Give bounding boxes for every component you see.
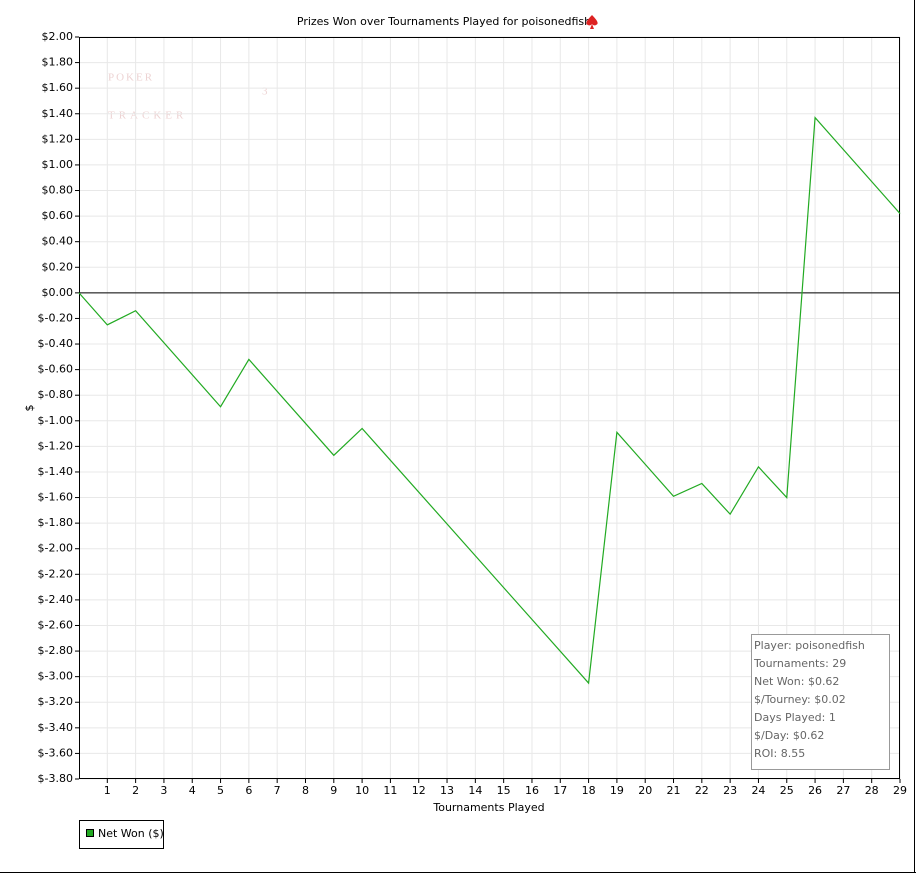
watermark: 3: [262, 86, 268, 98]
x-tick-label: 10: [355, 784, 369, 797]
stats-line: $/Tourney: $0.02: [754, 693, 846, 706]
legend-swatch: [86, 829, 94, 837]
stats-line: Tournaments: 29: [753, 657, 846, 670]
y-axis-label: $: [23, 405, 36, 412]
watermark: TRACKER: [108, 110, 187, 122]
chart-title: Prizes Won over Tournaments Played for p…: [297, 15, 591, 28]
x-tick-label: 8: [302, 784, 309, 797]
y-tick-label: $1.20: [42, 132, 74, 145]
y-tick-label: $-2.80: [38, 644, 73, 657]
x-tick-label: 3: [160, 784, 167, 797]
stats-box: [751, 634, 890, 770]
y-tick-label: $-0.60: [38, 363, 73, 376]
y-tick-label: $-3.80: [38, 772, 73, 785]
x-tick-label: 7: [274, 784, 281, 797]
y-tick-label: $-2.40: [38, 593, 73, 606]
y-tick-label: $-3.20: [38, 695, 73, 708]
x-tick-label: 13: [440, 784, 454, 797]
y-tick-label: $0.00: [42, 286, 74, 299]
y-tick-label: $-0.80: [38, 388, 73, 401]
x-tick-label: 17: [553, 784, 567, 797]
y-tick-label: $0.40: [42, 235, 74, 248]
y-tick-label: $-0.40: [38, 337, 73, 350]
x-tick-label: 2: [132, 784, 139, 797]
x-tick-label: 15: [497, 784, 511, 797]
x-tick-label: 6: [245, 784, 252, 797]
x-tick-label: 1: [104, 784, 111, 797]
stats-line: Player: poisonedfish: [754, 639, 865, 652]
x-tick-label: 14: [468, 784, 482, 797]
x-tick-label: 11: [383, 784, 397, 797]
x-tick-label: 24: [751, 784, 765, 797]
y-tick-label: $0.80: [42, 184, 74, 197]
spade-icon: [586, 15, 598, 29]
stats-line: $/Day: $0.62: [754, 729, 824, 742]
x-axis-label: Tournaments Played: [432, 801, 544, 814]
y-tick-label: $-2.20: [38, 567, 73, 580]
y-tick-label: $-1.80: [38, 516, 73, 529]
series-line: [78, 116, 901, 685]
y-tick-label: $-1.00: [38, 414, 73, 427]
plot-border: [79, 37, 900, 779]
y-tick-label: $1.60: [42, 81, 74, 94]
stats-line: Days Played: 1: [754, 711, 836, 724]
watermark: POKER: [108, 72, 154, 84]
stats-line: ROI: 8.55: [754, 747, 805, 760]
y-tick-label: $-2.00: [38, 542, 73, 555]
x-tick-label: 4: [189, 784, 196, 797]
x-tick-label: 29: [893, 784, 907, 797]
y-tick-label: $-1.60: [38, 491, 73, 504]
x-tick-label: 21: [667, 784, 681, 797]
y-tick-label: $-2.60: [38, 618, 73, 631]
legend-label: Net Won ($): [98, 827, 164, 840]
y-tick-label: $2.00: [42, 30, 74, 43]
x-tick-label: 18: [582, 784, 596, 797]
y-tick-label: $1.40: [42, 107, 74, 120]
x-tick-label: 26: [808, 784, 822, 797]
x-tick-label: 23: [723, 784, 737, 797]
x-tick-label: 25: [780, 784, 794, 797]
x-tick-label: 12: [412, 784, 426, 797]
y-tick-label: $1.00: [42, 158, 74, 171]
y-tick-label: $-0.20: [38, 311, 73, 324]
x-tick-label: 22: [695, 784, 709, 797]
y-tick-label: $-3.60: [38, 746, 73, 759]
x-tick-label: 19: [610, 784, 624, 797]
x-tick-label: 16: [525, 784, 539, 797]
y-tick-label: $-1.40: [38, 465, 73, 478]
y-tick-label: $-1.20: [38, 439, 73, 452]
x-tick-label: 9: [330, 784, 337, 797]
y-tick-label: $0.60: [42, 209, 74, 222]
y-tick-label: $0.20: [42, 260, 74, 273]
x-tick-label: 27: [836, 784, 850, 797]
x-tick-label: 20: [638, 784, 652, 797]
y-tick-label: $-3.40: [38, 721, 73, 734]
x-tick-label: 28: [865, 784, 879, 797]
stats-line: Net Won: $0.62: [754, 675, 839, 688]
x-tick-label: 5: [217, 784, 224, 797]
y-tick-label: $-3.00: [38, 670, 73, 683]
y-tick-label: $1.80: [42, 56, 74, 69]
